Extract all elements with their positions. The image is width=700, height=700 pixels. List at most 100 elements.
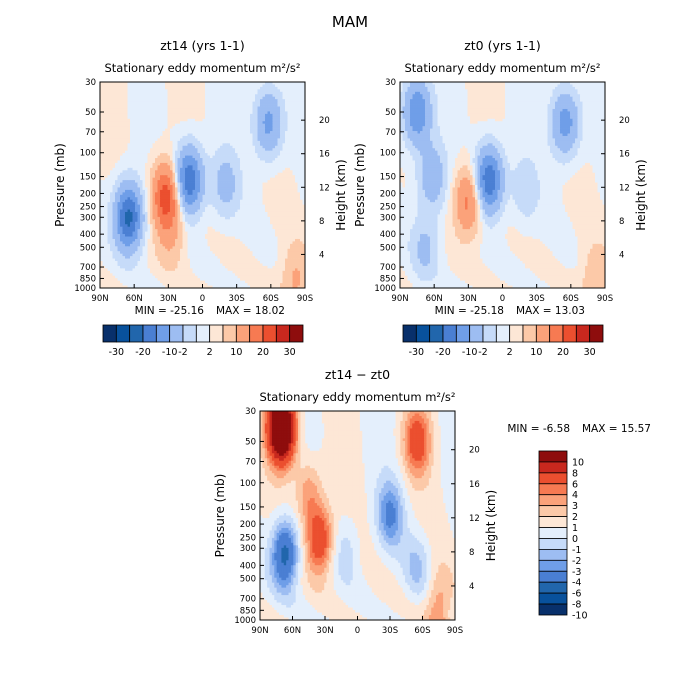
colorbar-label: -30: [109, 347, 125, 358]
colorbar-box: [195, 324, 211, 343]
y-tick-label: 1000: [374, 284, 396, 294]
colorbar-box: [562, 324, 577, 343]
colorbar-box: [429, 324, 444, 343]
colorbar-box: [142, 324, 157, 343]
x-tick-label: 30S: [382, 626, 398, 636]
x-tick-label: 90N: [391, 294, 408, 304]
max-label: MAX = 15.57: [582, 423, 651, 435]
colorbar-box: [169, 324, 184, 343]
colorbar-label: 10: [572, 457, 584, 468]
min-label: MIN = -6.58: [507, 423, 570, 435]
x-tick-label: 30S: [229, 294, 245, 304]
colorbar-box: [482, 324, 497, 343]
colorbar-label: -20: [435, 347, 451, 358]
y-tick-label: 250: [80, 203, 96, 213]
y-tick-label: 1000: [74, 284, 96, 294]
colorbar-box: [538, 494, 568, 507]
colorbar-label: 10: [230, 347, 242, 358]
colorbar-box: [589, 324, 604, 343]
x-tick-label: 0: [355, 626, 360, 636]
x-tick-label: 90S: [597, 294, 613, 304]
y-axis-label: Pressure (mb): [353, 143, 367, 227]
y-tick-label: 50: [385, 108, 396, 118]
colorbar-box: [129, 324, 144, 343]
colorbar-box: [538, 472, 568, 485]
y-tick-label: 1000: [234, 616, 256, 626]
height-tick-label: 20: [619, 116, 630, 126]
y-tick-label: 400: [240, 561, 256, 571]
panel-zt0: zt0 (yrs 1-1) Stationary eddy momentum m²…: [353, 38, 648, 358]
colorbar-box: [522, 324, 537, 343]
colorbar-box: [538, 461, 568, 474]
colorbar-box: [538, 559, 568, 572]
y-tick-label: 250: [380, 203, 396, 213]
colorbar-box: [209, 324, 224, 343]
height-tick-label: 12: [469, 514, 480, 524]
colorbar-box: [275, 324, 291, 343]
x-tick-label: 90N: [251, 626, 268, 636]
colorbar-box: [182, 324, 197, 343]
panel-subtitle: Stationary eddy momentum m²/s²: [259, 390, 455, 404]
colorbar-label: -10: [162, 347, 178, 358]
height-tick-label: 16: [319, 150, 330, 160]
colorbar: -30 -20 -10 -2 2 10 20 30: [402, 324, 604, 358]
colorbar-box: [538, 592, 568, 605]
colorbar-box: [538, 581, 568, 594]
x-tick-label: 30N: [460, 294, 477, 304]
y-tick-label: 30: [385, 78, 396, 88]
colorbar-box: [455, 324, 471, 343]
panel-title: zt0 (yrs 1-1): [464, 38, 541, 53]
y-tick-label: 500: [240, 575, 256, 585]
colorbar-label: 2: [207, 347, 213, 358]
height-tick-label: 16: [619, 150, 630, 160]
y-tick-label: 200: [80, 189, 96, 199]
height-tick-label: 20: [469, 446, 480, 456]
colorbar-label: 0: [572, 534, 578, 545]
x-tick-label: 60S: [414, 626, 430, 636]
y-tick-label: 300: [80, 213, 96, 223]
contour-field: [100, 82, 305, 288]
x-tick-label: 60S: [563, 294, 579, 304]
y-tick-label: 250: [240, 533, 256, 543]
y-tick-label: 850: [380, 274, 396, 284]
colorbar-label: -8: [572, 600, 581, 611]
height-tick-label: 16: [469, 480, 480, 490]
colorbar-box: [155, 324, 171, 343]
y-tick-label: 70: [245, 458, 256, 468]
x-tick-label: 30N: [316, 626, 333, 636]
colorbar-box: [222, 324, 237, 343]
panel-difference: zt14 − zt0 Stationary eddy momentum m²/s²…: [213, 367, 651, 636]
colorbar-label: -30: [409, 347, 425, 358]
x-tick-label: 60N: [284, 626, 301, 636]
y-tick-label: 70: [85, 128, 96, 138]
colorbar-box: [538, 570, 568, 583]
x-tick-label: 30S: [529, 294, 545, 304]
colorbar-label: -2: [478, 347, 487, 358]
height-tick-label: 4: [469, 582, 474, 592]
colorbar-box: [262, 324, 277, 343]
colorbar-box: [509, 324, 524, 343]
colorbar-box: [115, 324, 131, 343]
colorbar-label: 10: [530, 347, 542, 358]
colorbar-label: -20: [135, 347, 151, 358]
colorbar-label: 3: [572, 501, 578, 512]
colorbar-box: [469, 324, 484, 343]
colorbar-label: -4: [572, 578, 581, 589]
colorbar-label: 30: [284, 347, 296, 358]
colorbar-label: -1: [572, 545, 581, 556]
y-axis-label: Pressure (mb): [213, 474, 227, 558]
y-tick-label: 50: [85, 108, 96, 118]
y-tick-label: 700: [380, 263, 396, 273]
x-tick-label: 30N: [160, 294, 177, 304]
units-label: m²/s²: [270, 61, 300, 75]
x-tick-label: 60N: [126, 294, 143, 304]
y-tick-label: 700: [80, 263, 96, 273]
y-tick-label: 30: [85, 78, 96, 88]
height-tick-label: 12: [319, 183, 330, 193]
y-tick-label: 700: [240, 595, 256, 605]
height-tick-label: 8: [469, 548, 474, 558]
y-tick-label: 850: [240, 606, 256, 616]
y-tick-label: 500: [380, 243, 396, 253]
